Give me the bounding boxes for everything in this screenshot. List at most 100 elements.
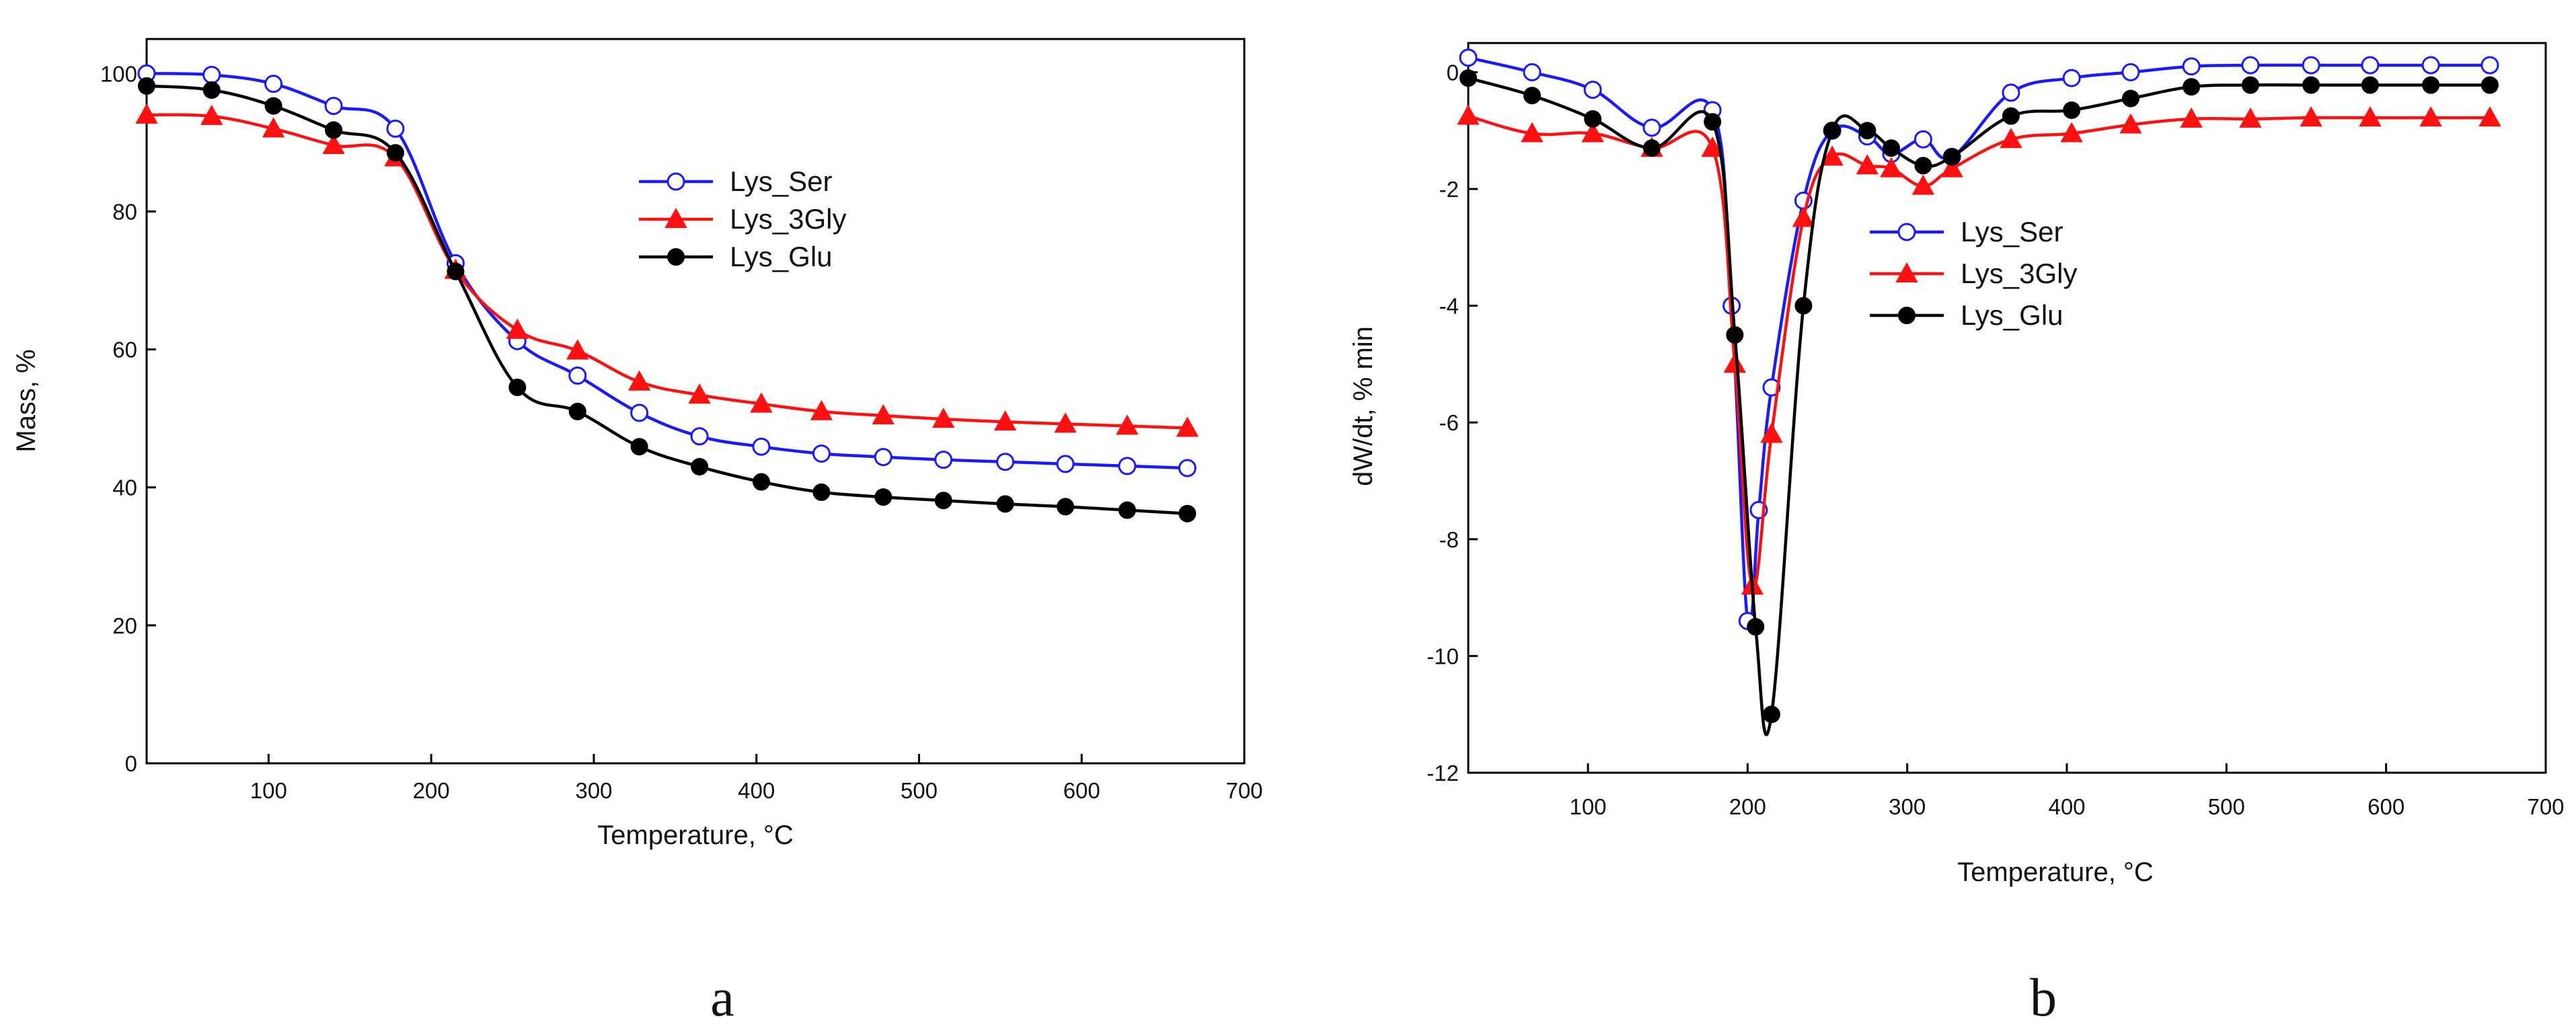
data-point	[138, 77, 155, 95]
x-tick-label: 700	[1225, 778, 1262, 803]
data-point	[2361, 56, 2380, 75]
data-point	[568, 367, 587, 385]
data-point	[135, 103, 158, 124]
data-point	[1856, 154, 1879, 175]
data-point	[264, 75, 283, 93]
data-point	[1940, 157, 1963, 178]
data-point	[1701, 137, 1724, 157]
data-point	[630, 438, 648, 456]
data-point	[2063, 101, 2081, 119]
x-tick-label: 400	[2048, 794, 2085, 819]
series-group-a	[135, 64, 1199, 523]
data-point	[2361, 76, 2379, 94]
plot-frame-a	[145, 38, 1246, 765]
legend-item: Lys_3Gly	[639, 203, 847, 235]
data-point	[447, 262, 465, 280]
data-point	[1882, 139, 1900, 157]
panel-label-b: b	[2030, 968, 2057, 1028]
chart-panel-b: 100 200 300 400 500 600 700 -12 -10 -8 -6 -4 -2 0 Lys…	[1349, 42, 2565, 1028]
y-tick-label: 60	[112, 338, 137, 362]
data-point	[2000, 128, 2022, 149]
data-point	[2302, 56, 2320, 75]
legend-label: Lys_Glu	[730, 241, 833, 272]
data-point	[1943, 148, 1961, 166]
data-point	[2239, 107, 2262, 128]
x-tick-label: 300	[1889, 794, 1926, 819]
data-point	[568, 402, 586, 420]
data-point	[2421, 56, 2440, 75]
data-point	[993, 410, 1017, 431]
legend-b: Lys_Ser Lys_3Gly Lys_Glu	[1870, 216, 2078, 331]
data-point	[1523, 63, 1542, 81]
panel-label-a: a	[710, 968, 734, 1028]
legend-label: Lys_Ser	[1961, 216, 2063, 247]
legend-marker	[1897, 223, 1916, 241]
data-point	[1704, 113, 1722, 131]
y-tick-label: 100	[100, 61, 137, 86]
legend-marker	[667, 172, 685, 191]
data-point	[752, 437, 771, 456]
data-point	[2359, 106, 2382, 127]
y-tick-label: -12	[1427, 761, 1459, 785]
data-point	[2180, 107, 2203, 128]
data-point	[1581, 122, 1604, 143]
x-axis-title-a: Temperature, °C	[597, 820, 794, 850]
data-point	[874, 488, 893, 506]
data-point	[1584, 110, 1602, 128]
y-tick-label: -8	[1439, 527, 1459, 552]
data-point	[934, 492, 952, 510]
series-line	[1468, 114, 2490, 589]
x-tick-label: 300	[575, 778, 612, 803]
data-point	[750, 392, 773, 413]
x-tick-label: 200	[413, 778, 450, 803]
data-point	[996, 453, 1015, 471]
y-tick-label: 0	[125, 751, 137, 776]
x-tick-label: 600	[2367, 794, 2404, 819]
data-point	[2060, 122, 2083, 143]
data-point	[202, 81, 221, 99]
data-point	[1178, 504, 1197, 523]
data-point	[2182, 57, 2201, 76]
data-point	[386, 119, 405, 138]
data-point	[1116, 414, 1139, 435]
x-tick-label: 500	[901, 778, 938, 803]
data-point	[1642, 139, 1661, 157]
legend-marker	[667, 248, 685, 266]
legend-label: Lys_Glu	[1961, 299, 2063, 331]
x-tick-label: 200	[1729, 794, 1766, 819]
data-point	[1723, 352, 1747, 373]
data-point	[2119, 113, 2142, 134]
legend-label: Lys_3Gly	[1961, 258, 2078, 289]
series-lys-glu	[138, 77, 1197, 523]
data-point	[1914, 157, 1932, 175]
data-point	[262, 117, 285, 138]
x-tick-label: 100	[250, 778, 287, 803]
series-lys-ser	[137, 64, 1197, 477]
x-tick-label: 500	[2208, 794, 2245, 819]
data-point	[2480, 56, 2499, 75]
data-point	[812, 483, 831, 501]
data-point	[1794, 297, 1813, 315]
legend-label: Lys_Ser	[730, 165, 833, 197]
y-tick-label: -4	[1439, 294, 1459, 319]
data-point	[2062, 69, 2081, 87]
data-point	[508, 378, 527, 396]
series-line	[146, 72, 1188, 470]
y-tick-label: 0	[1447, 60, 1459, 85]
data-point	[200, 104, 223, 125]
x-tick-label: 600	[1063, 778, 1100, 803]
data-point	[1726, 326, 1744, 344]
data-point	[1911, 174, 1935, 195]
data-point	[1118, 457, 1137, 475]
data-point	[1118, 501, 1136, 519]
legend-item: Lys_Ser	[639, 165, 833, 197]
plot-frame-b	[1467, 42, 2547, 774]
data-point	[1760, 422, 1783, 443]
data-point	[688, 383, 711, 404]
x-tick-label: 700	[2527, 794, 2564, 819]
series-line	[1468, 76, 2490, 736]
y-tick-label: -10	[1427, 644, 1459, 668]
y-axis-title-b: dW/dt, % min	[1349, 326, 1378, 486]
data-point	[264, 97, 282, 115]
